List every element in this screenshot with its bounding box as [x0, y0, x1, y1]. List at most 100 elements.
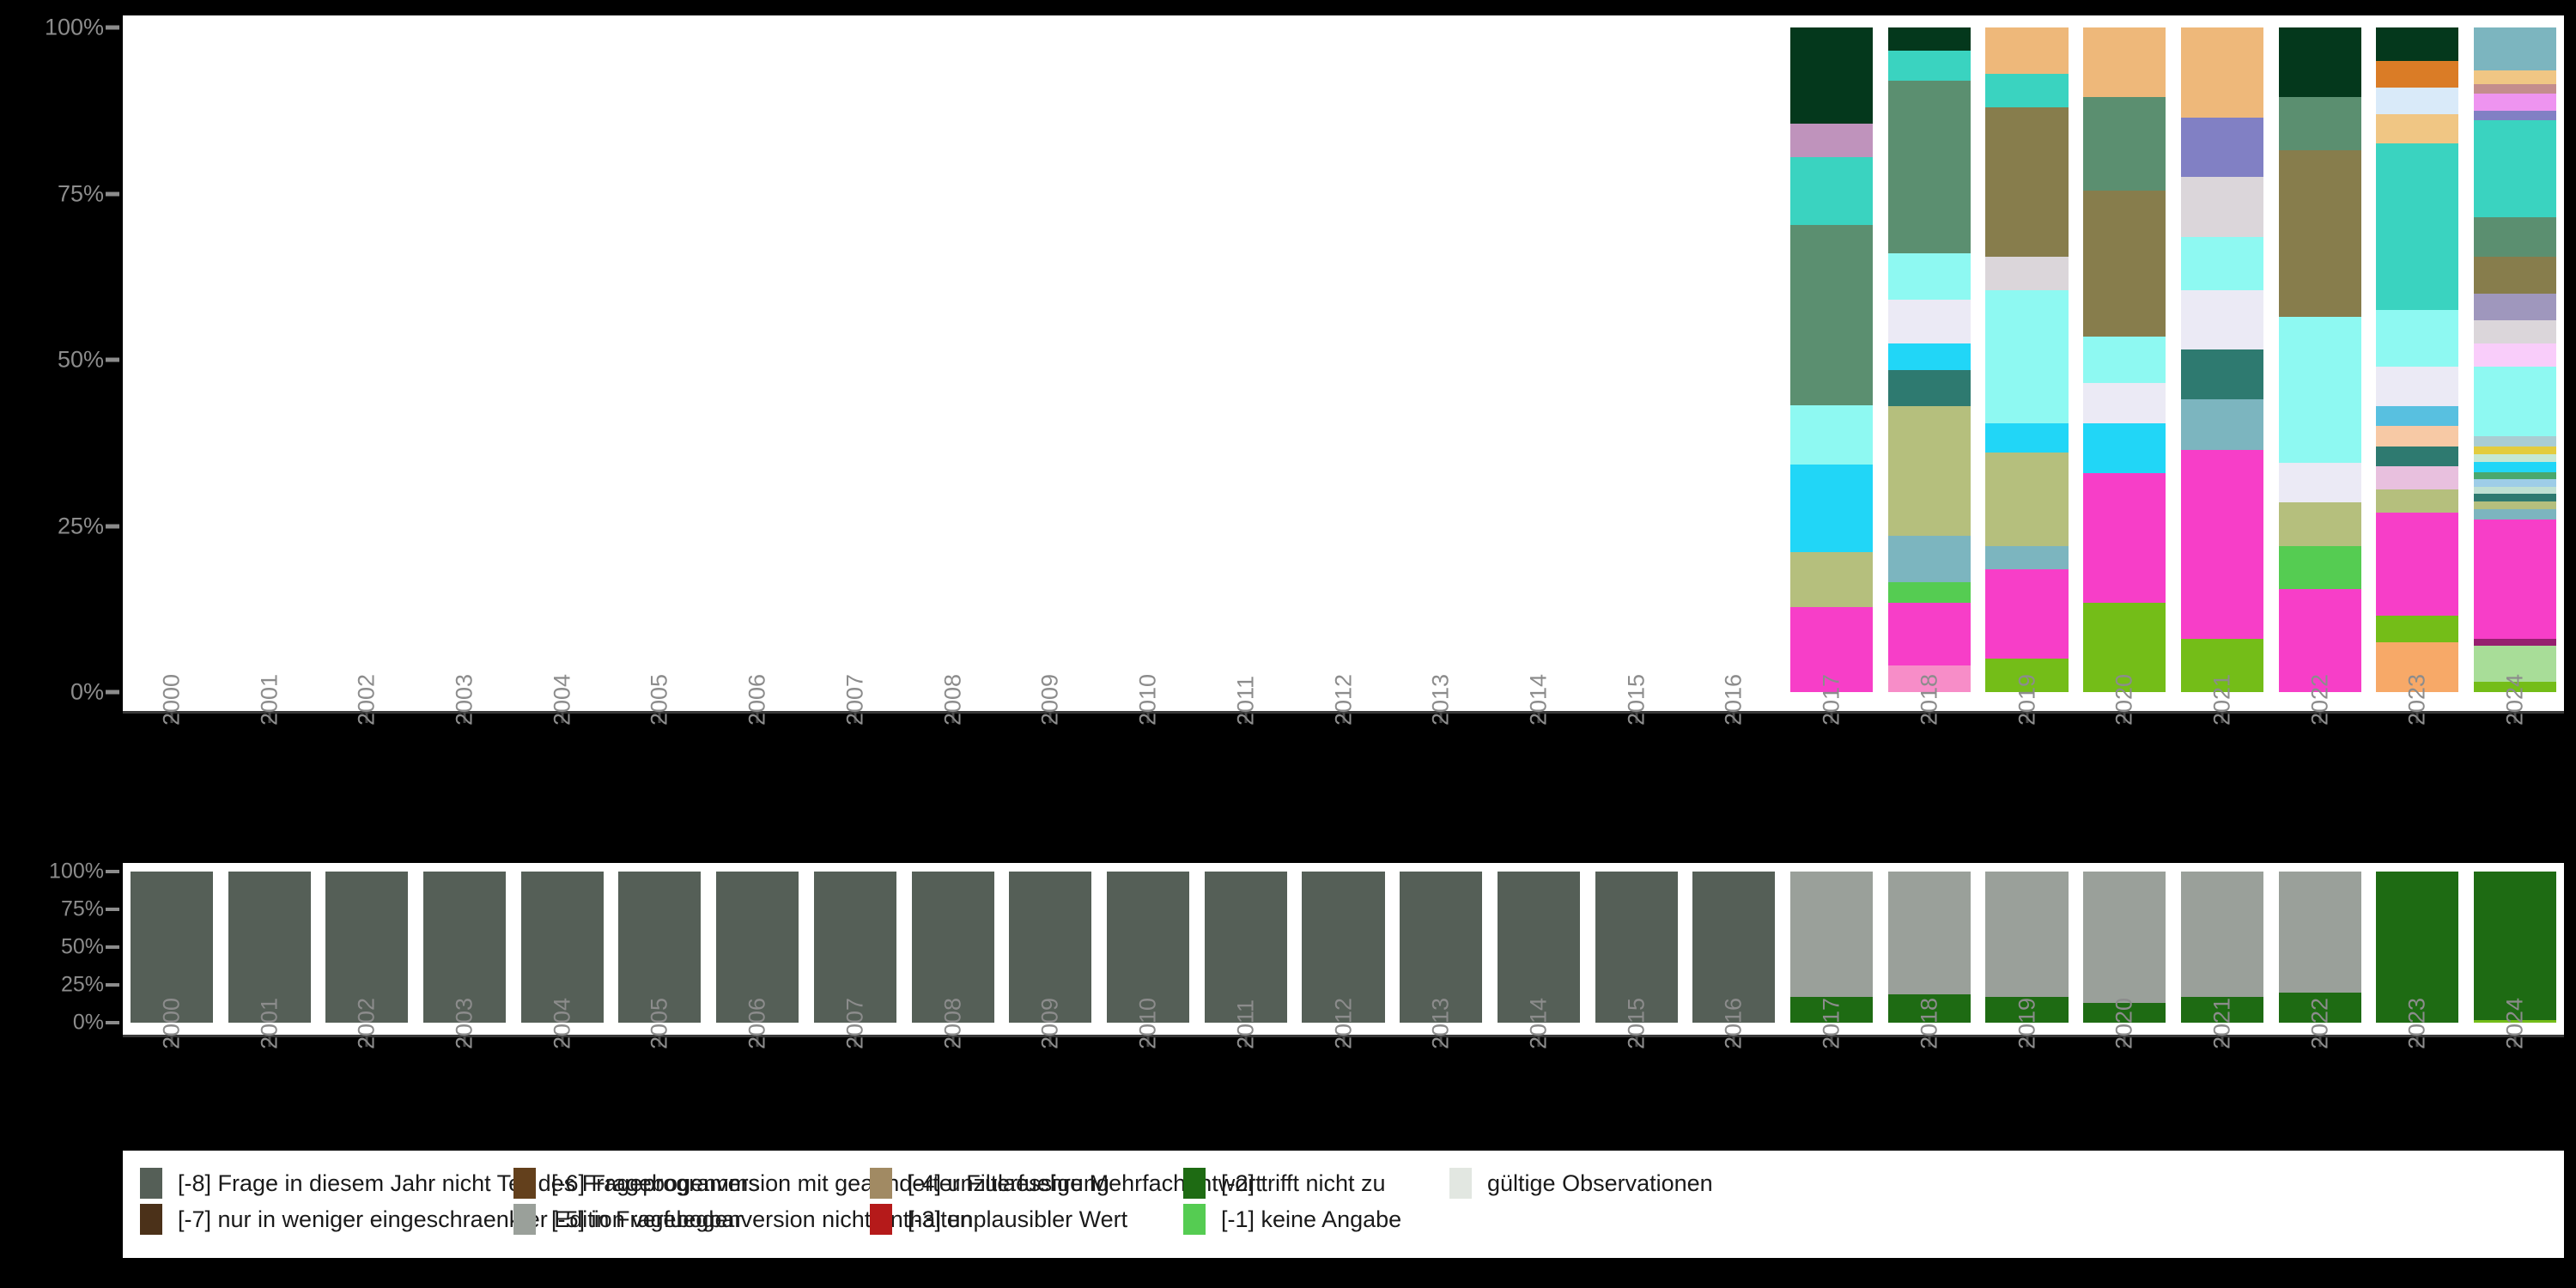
legend-item[interactable]: [-1] keine Angabe	[1183, 1204, 1401, 1235]
x-tick-label-2003: 2003	[451, 997, 477, 1049]
bar-2011[interactable]	[1205, 27, 1287, 692]
x-tick-label-2008: 2008	[939, 997, 966, 1049]
legend-item[interactable]: [-3] unplausibler Wert	[870, 1204, 1127, 1235]
bar-2024[interactable]	[2474, 872, 2557, 1023]
bar-2016[interactable]	[1692, 872, 1776, 1023]
x-tick-mark	[854, 711, 857, 723]
bar-2015[interactable]	[1595, 27, 1678, 692]
bar-segment	[2474, 94, 2557, 111]
x-tick-label-2017: 2017	[1818, 673, 1844, 726]
bar-segment	[1887, 51, 1971, 81]
bar-2005[interactable]	[618, 27, 701, 692]
bar-2000[interactable]	[131, 27, 213, 692]
bar-2010[interactable]	[1107, 872, 1190, 1023]
bar-2014[interactable]	[1497, 872, 1580, 1023]
bar-2011[interactable]	[1204, 872, 1287, 1023]
legend-item[interactable]: [-8] Frage in diesem Jahr nicht Teil des…	[140, 1168, 760, 1199]
bar-segment	[2474, 319, 2557, 343]
bar-2008[interactable]	[911, 872, 994, 1023]
bar-2022[interactable]	[2278, 27, 2361, 692]
x-tick-label-2002: 2002	[353, 673, 380, 726]
bar-2013[interactable]	[1400, 27, 1482, 692]
bar-2001[interactable]	[228, 872, 311, 1023]
legend-item[interactable]: [-7] nur in weniger eingeschraenkter Edi…	[140, 1204, 742, 1235]
bar-segment	[1985, 545, 2069, 569]
legend-item[interactable]: [-5] in Fragebogenversion nicht enthalte…	[513, 1204, 973, 1235]
bar-2023[interactable]	[2376, 872, 2459, 1023]
top-y-tick-mark	[106, 690, 119, 695]
bar-2017[interactable]	[1790, 872, 1874, 1023]
bar-2002[interactable]	[325, 872, 409, 1023]
bar-2018[interactable]	[1887, 27, 1971, 692]
x-tick-mark	[1537, 711, 1540, 723]
bar-2023[interactable]	[2376, 27, 2459, 692]
x-tick-label-2024: 2024	[2501, 997, 2528, 1049]
top-y-tick-mark	[106, 25, 119, 30]
bar-segment	[2474, 343, 2557, 367]
bar-2012[interactable]	[1302, 27, 1384, 692]
bar-2004[interactable]	[521, 27, 604, 692]
bar-2008[interactable]	[912, 27, 994, 692]
x-tick-label-2021: 2021	[2208, 673, 2235, 726]
bar-2021[interactable]	[2180, 872, 2263, 1023]
bar-segment	[2474, 257, 2557, 294]
bar-segment	[2376, 446, 2459, 466]
x-tick-mark	[1244, 1035, 1248, 1047]
bar-2020[interactable]	[2083, 27, 2166, 692]
bar-2000[interactable]	[130, 872, 213, 1023]
bar-segment	[1887, 582, 1971, 603]
x-tick-label-2019: 2019	[2014, 997, 2040, 1049]
bar-2019[interactable]	[1985, 872, 2069, 1023]
bar-2004[interactable]	[520, 872, 604, 1023]
bar-segment	[2474, 216, 2557, 258]
legend-swatch-icon	[1449, 1168, 1472, 1199]
bar-2022[interactable]	[2278, 872, 2361, 1023]
x-tick-label-2013: 2013	[1427, 997, 1454, 1049]
bar-2019[interactable]	[1985, 27, 2069, 692]
bar-segment	[2376, 143, 2459, 310]
bar-segment	[2474, 501, 2557, 510]
x-tick-label-2007: 2007	[841, 673, 868, 726]
x-tick-mark	[2026, 711, 2029, 723]
bar-2015[interactable]	[1595, 872, 1678, 1023]
legend-item[interactable]: gültige Observationen	[1449, 1168, 1713, 1199]
bar-2003[interactable]	[422, 872, 507, 1023]
bar-2009[interactable]	[1009, 872, 1092, 1023]
legend-label: [-3] unplausibler Wert	[908, 1206, 1128, 1232]
legend-item[interactable]: [-2] trifft nicht zu	[1183, 1168, 1386, 1199]
bar-segment	[716, 872, 799, 1023]
x-tick-mark	[1048, 711, 1052, 723]
bar-2009[interactable]	[1009, 27, 1091, 692]
bar-2021[interactable]	[2180, 27, 2263, 692]
bar-2005[interactable]	[618, 872, 702, 1023]
legend-swatch-icon	[1183, 1168, 1206, 1199]
bar-2001[interactable]	[228, 27, 311, 692]
bar-2007[interactable]	[814, 27, 896, 692]
bar-segment	[2180, 27, 2263, 118]
bar-segment	[2474, 872, 2557, 1021]
bar-2007[interactable]	[813, 872, 896, 1023]
bar-2012[interactable]	[1302, 872, 1385, 1023]
x-tick-label-2013: 2013	[1427, 673, 1454, 726]
bar-segment	[2474, 486, 2557, 494]
bar-2010[interactable]	[1107, 27, 1189, 692]
bar-2016[interactable]	[1692, 27, 1775, 692]
x-tick-mark	[1830, 1035, 1833, 1047]
bar-2017[interactable]	[1790, 27, 1874, 692]
legend-item[interactable]: [-6] Fragebogenversion mit geaenderter F…	[513, 1168, 1109, 1199]
bar-2002[interactable]	[325, 27, 408, 692]
bar-2014[interactable]	[1498, 27, 1580, 692]
x-tick-mark	[1537, 1035, 1540, 1047]
bar-2003[interactable]	[423, 27, 506, 692]
x-tick-label-2017: 2017	[1818, 997, 1844, 1049]
bar-2020[interactable]	[2083, 872, 2166, 1023]
bar-2013[interactable]	[1400, 872, 1483, 1023]
x-tick-mark	[2221, 711, 2224, 723]
x-tick-label-2006: 2006	[744, 673, 770, 726]
bar-2006[interactable]	[716, 27, 799, 692]
bar-segment	[1790, 872, 1874, 998]
bar-segment	[2376, 309, 2459, 367]
bar-2006[interactable]	[716, 872, 799, 1023]
bar-2018[interactable]	[1887, 872, 1971, 1023]
bar-2024[interactable]	[2474, 27, 2557, 692]
